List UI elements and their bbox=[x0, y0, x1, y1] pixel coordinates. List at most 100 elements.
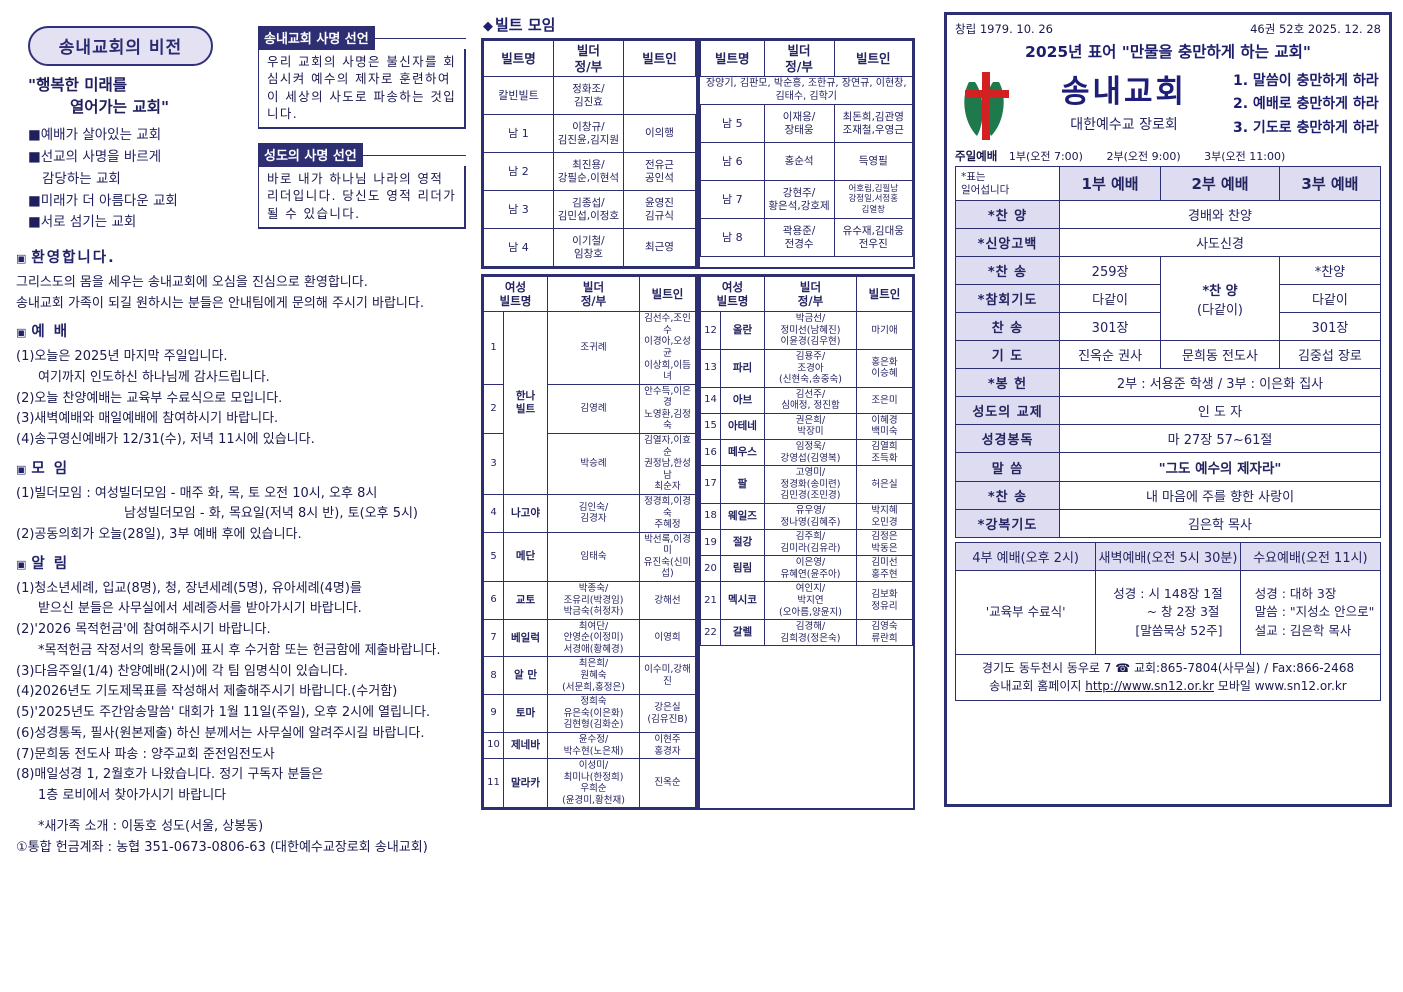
website-url[interactable]: http://www.sn12.or.kr bbox=[1085, 679, 1214, 694]
women-belt-in: 강은실 (김유진B) bbox=[638, 694, 697, 733]
announcement-heading-welcome: ▣ 환영합니다. bbox=[16, 250, 116, 267]
women-belt-number: 8 bbox=[483, 656, 504, 696]
nam7-builder: 강현주/ 황은석,강호제 bbox=[763, 180, 835, 220]
offering-account-line: ①통합 헌금계좌 : 농협 351-0673-0806-63 (대한예수교장로회… bbox=[16, 839, 428, 855]
women-belt-number: 20 bbox=[699, 555, 721, 583]
col-women-belt-name: 여성 빌트명 bbox=[483, 276, 548, 313]
women-builder: 이성미/최미나(한정희) 우희순 (윤경미,황천재) bbox=[547, 758, 640, 809]
table-row: 3 박승례 김열자,이효순 권정남,한성남 최순자 bbox=[483, 433, 697, 495]
service-time-0: 1부(오전 7:00) bbox=[1008, 150, 1083, 163]
women-belt-number: 21 bbox=[699, 581, 721, 621]
new-family-line: *새가족 소개 : 이동호 성도(서울, 상봉동) bbox=[38, 818, 264, 834]
order-col-service1: 1부 예배 bbox=[1058, 165, 1162, 202]
vision-title: 송내교회의 비전 bbox=[28, 26, 213, 66]
women-belt-in: 정경희,이경숙 주혜정 bbox=[638, 493, 697, 533]
bullet-square-icon: ■ bbox=[28, 214, 41, 231]
notice-item-8: (7)문희동 전도사 파송 : 양주교회 준전임전도사 bbox=[16, 746, 275, 762]
women-belt-name: 파리 bbox=[719, 349, 765, 388]
table-header-row: 여성 빌트명 빌더 정/부 빌트인 bbox=[699, 276, 914, 313]
bullet-square-icon: ■ bbox=[28, 148, 41, 165]
order-label-creed: *신앙고백 bbox=[955, 228, 1060, 258]
table-vertical-divider bbox=[696, 40, 700, 268]
table-row: 18 웨일즈 유우영/정나영(김혜주) 박지혜 오민경 bbox=[699, 502, 914, 531]
nam6-name: 남 6 bbox=[699, 142, 765, 182]
motto-item-1: 2. 예배로 충만하게 하라 bbox=[1233, 96, 1379, 113]
nam6-in: 득영필 bbox=[833, 142, 914, 182]
women-belt-name: 나고야 bbox=[503, 493, 548, 533]
notice-item-7: (6)성경통독, 필사(원본제출) 하신 분께서는 사무실에 알려주시길 바랍니… bbox=[16, 725, 425, 741]
women-belt-name: 베일럭 bbox=[503, 618, 548, 658]
order-hymn2-service3: 301장 bbox=[1278, 312, 1382, 342]
women-builder: 이은영/유혜연(윤주아) bbox=[763, 555, 857, 583]
women-belt-number: 18 bbox=[699, 502, 721, 531]
nam4-name: 남 4 bbox=[483, 228, 554, 268]
col-women-belt-in: 빌트인 bbox=[855, 276, 914, 313]
women-belt-in: 박지혜 오민경 bbox=[855, 502, 914, 531]
col-belt-in: 빌트인 bbox=[622, 39, 697, 78]
issue-number: 46권 52호 2025. 12. 28 bbox=[1250, 22, 1381, 36]
worship-item-2: (2)오늘 찬양예배는 교육부 수료식으로 모입니다. bbox=[16, 390, 283, 406]
col-belt-in: 빌트인 bbox=[833, 39, 914, 78]
women-belt-in: 강해선 bbox=[638, 581, 697, 620]
church-logo-block: 송내교회 대한예수교 장로회 1. 말씀이 충만하게 하라 2. 예배로 충만하… bbox=[955, 66, 1381, 144]
women-belt-name: 올란 bbox=[719, 311, 765, 351]
table-row: 15 아테네 권은희/박장미 이혜경 백미숙 bbox=[699, 412, 914, 441]
table-row: 5 메단 임태숙 박선록,이경미 유진숙(신미섭) bbox=[483, 531, 697, 583]
women-belt-left-half: 여성 빌트명 빌더 정/부 빌트인 1 한나 빌트 조귀례 김선수,조인수 이경아,오성균… bbox=[483, 276, 697, 809]
women-belt-number: 16 bbox=[699, 439, 721, 467]
women-builder: 임정욱/강영섭(김영복) bbox=[763, 439, 857, 467]
women-builder: 윤수정/박수현(노은채) bbox=[547, 731, 640, 760]
masthead: 창립 1979. 10. 26 46권 52호 2025. 12. 28 bbox=[955, 21, 1381, 37]
women-belt-name: 웨일즈 bbox=[719, 502, 765, 531]
notice-item-10: 1층 로비에서 찾아가시기 바랍니다 bbox=[38, 788, 227, 804]
footer-website-line: 송내교회 홈페이지 http://www.sn12.or.kr 모바일 www.… bbox=[989, 679, 1347, 694]
meeting-item-1: 남성빌더모임 - 화, 목요일(저녁 8시 반), 토(오후 5시) bbox=[124, 506, 418, 522]
women-builder: 임태숙 bbox=[547, 531, 640, 583]
order-label-hymn2: 찬 송 bbox=[955, 312, 1060, 342]
notice-item-2: (2)'2026 목적헌금'에 참여해주시기 바랍니다. bbox=[16, 622, 271, 638]
table-row-nam5: 남 5 이재응/ 장태웅 최돈희,김관영 조재철,우영근 bbox=[699, 104, 914, 144]
column-worship-order: 창립 1979. 10. 26 46권 52호 2025. 12. 28 202… bbox=[944, 12, 1392, 807]
women-builder: 김경해/김희경(정은숙) bbox=[763, 619, 857, 647]
women-builder: 고영미/정경화(송미련) 김민경(조민경) bbox=[763, 465, 857, 504]
order-value-benediction: 김은학 목사 bbox=[1059, 509, 1381, 539]
women-builder: 박승례 bbox=[547, 433, 640, 495]
order-row-hymn3: *찬 송 내 마음에 주를 향한 사랑이 bbox=[955, 481, 1381, 511]
table-header-row: 여성 빌트명 빌더 정/부 빌트인 bbox=[483, 276, 697, 313]
table-row: 20 림림 이은영/유혜연(윤주아) 김미선 홍주현 bbox=[699, 555, 914, 583]
nam1-name: 남 1 bbox=[483, 114, 554, 154]
women-belt-number: 6 bbox=[483, 581, 504, 620]
col-women-belt-name: 여성 빌트명 bbox=[699, 276, 765, 313]
women-belt-in: 김정은 박동은 bbox=[855, 529, 914, 557]
women-builder: 정희숙 유은숙(이은화) 김현형(김화순) bbox=[547, 694, 640, 733]
notice-item-4: (3)다음주일(1/4) 찬양예배(2시)에 각 팀 임명식이 있습니다. bbox=[16, 663, 348, 679]
table-row: 6 교토 박종숙/조유리(박경임) 박금숙(허정자) 강해선 bbox=[483, 581, 697, 620]
women-belt-in: 김열희 조득화 bbox=[855, 439, 914, 467]
mission-spacer bbox=[258, 129, 466, 143]
sunday-service-times: 주일예배 1부(오전 7:00) 2부(오전 9:00) 3부(오전 11:00… bbox=[955, 148, 1381, 164]
table-row: 14 아브 김선주/심애정, 정진함 조은미 bbox=[699, 386, 914, 414]
women-belt-name: 제네바 bbox=[503, 731, 548, 760]
order-value-offering: 2부 : 서용준 학생 / 3부 : 이은화 집사 bbox=[1059, 368, 1381, 398]
welcome-line-0: 그리스도의 몸을 세우는 송내교회에 오심을 진심으로 환영합니다. bbox=[16, 274, 368, 290]
women-builder: 김주희/김미라(김유라) bbox=[763, 529, 857, 557]
order-row-creed: *신앙고백 사도신경 bbox=[955, 228, 1381, 258]
table-row: 1 한나 빌트 조귀례 김선수,조인수 이경아,오성균 이상희,이듬녀 bbox=[483, 311, 697, 495]
order-label-benediction: *강복기도 bbox=[955, 509, 1060, 539]
women-builder: 김용주/조경아 (신현숙,송중숙) bbox=[763, 349, 857, 388]
vision-item-1: 선교의 사명을 바르게 bbox=[40, 148, 162, 165]
welcome-line-1: 송내교회 가족이 되길 원하시는 분들은 안내팀에게 문의해 주시기 바랍니다. bbox=[16, 295, 424, 311]
table-vertical-divider bbox=[696, 276, 700, 809]
col-belt-name: 빌트명 bbox=[699, 39, 765, 78]
table-row: 4 나고야 김인숙/김경자 정경희,이경숙 주혜정 bbox=[483, 493, 697, 533]
nam1-in: 이의행 bbox=[622, 114, 697, 154]
table-row-calvin-members: 장양기, 김판모, 박순흥, 조한규, 장연규, 이현창, 김태수, 김학기 bbox=[700, 76, 914, 106]
women-belt-in: 진옥순 bbox=[638, 758, 697, 809]
saint-mission-title-line: 성도의 사명 선언 bbox=[258, 143, 466, 167]
women-belt-in: 마기애 bbox=[855, 311, 914, 351]
announcement-heading-worship: ▣ 예 배 bbox=[16, 324, 70, 341]
col-builder: 빌더 정/부 bbox=[763, 39, 835, 78]
col-women-belt-in: 빌트인 bbox=[638, 276, 697, 313]
order-hymn1-service3: *찬양 bbox=[1278, 256, 1382, 286]
women-belt-number: 13 bbox=[699, 349, 721, 388]
